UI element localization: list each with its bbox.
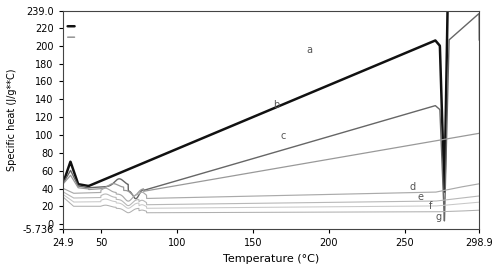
Text: f: f — [429, 201, 432, 211]
Y-axis label: Specific heat (J/g**C): Specific heat (J/g**C) — [7, 69, 17, 172]
Text: d: d — [410, 182, 416, 192]
Text: c: c — [280, 131, 285, 141]
Text: b: b — [272, 100, 279, 110]
X-axis label: Temperature (°C): Temperature (°C) — [223, 254, 319, 264]
Text: e: e — [417, 192, 423, 202]
Text: g: g — [436, 212, 442, 222]
Text: a: a — [306, 45, 312, 55]
